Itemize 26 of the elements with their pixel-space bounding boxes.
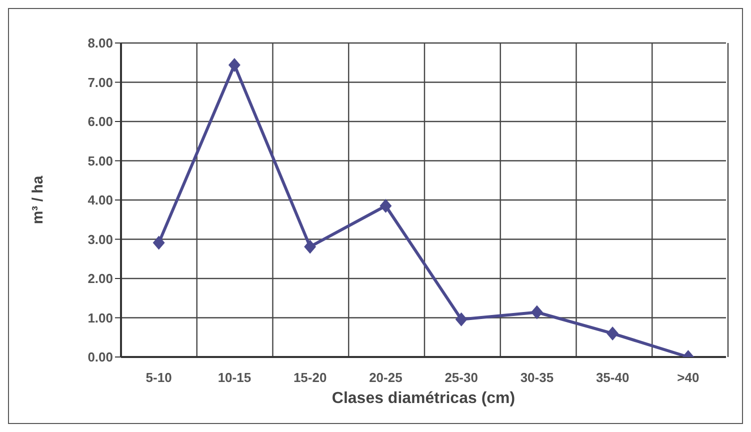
point	[606, 326, 619, 340]
y-tick-label: 4.00	[88, 192, 113, 208]
y-tick-label: 7.00	[88, 74, 113, 90]
y-tick-label: 1.00	[88, 310, 113, 326]
x-tick-label: 15-20	[293, 370, 327, 386]
y-tick-label: 0.00	[88, 350, 113, 365]
y-tick-label: 5.00	[88, 153, 113, 168]
y-tick-label: 6.00	[88, 114, 113, 130]
y-tick-label: 2.00	[88, 271, 113, 286]
x-tick-label: 30-35	[520, 370, 554, 386]
point	[304, 240, 316, 254]
point	[152, 236, 165, 250]
point	[228, 58, 240, 72]
x-tick-label: 35-40	[596, 370, 630, 386]
y-axis-title: m³ / ha	[29, 175, 46, 224]
point	[455, 312, 468, 326]
x-tick-label: 10-15	[218, 370, 252, 386]
y-tick-label: 3.00	[88, 232, 113, 247]
x-tick-label: 25-30	[444, 370, 478, 386]
point	[380, 198, 392, 213]
x-tick-label: 20-25	[369, 370, 402, 386]
point	[530, 305, 543, 320]
x-tick-label: 5-10	[146, 370, 172, 386]
y-tick-label: 8.00	[88, 36, 113, 51]
x-tick-label: >40	[677, 370, 700, 386]
x-axis-title: Clases diamétricas (cm)	[332, 390, 516, 407]
